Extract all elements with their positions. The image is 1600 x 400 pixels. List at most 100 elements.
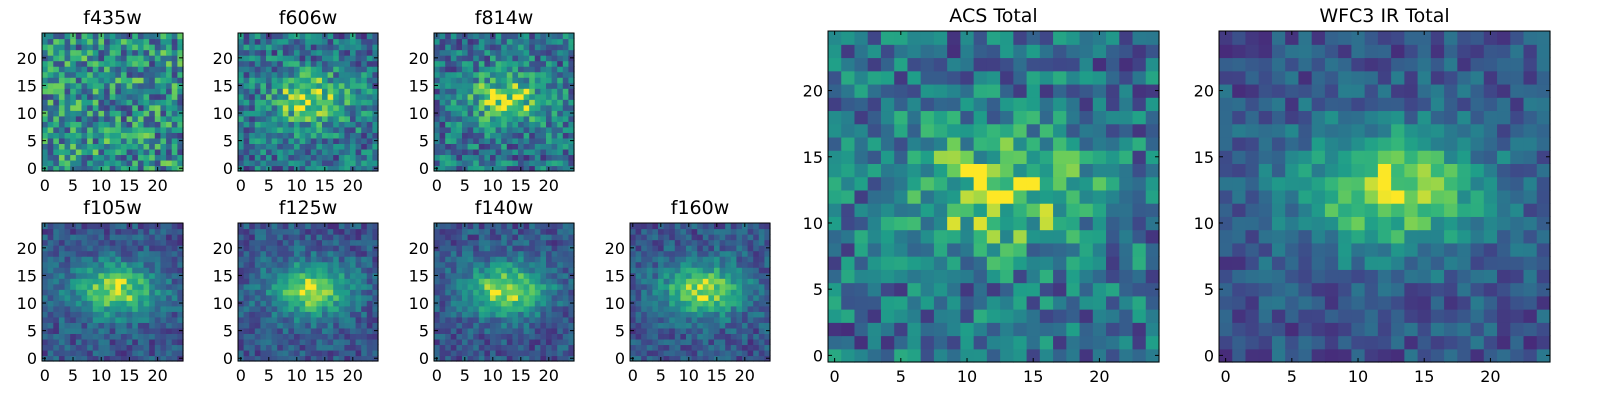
image-cell — [109, 311, 116, 318]
image-cell — [70, 311, 77, 318]
image-cell — [143, 82, 150, 89]
image-cell — [658, 272, 665, 279]
image-cell — [854, 216, 869, 231]
image-cell — [305, 338, 312, 346]
image-cell — [506, 66, 513, 73]
image-cell — [288, 245, 295, 252]
image-cell — [299, 88, 306, 95]
image-cell — [58, 143, 66, 150]
image-cell — [75, 71, 83, 78]
image-cell — [92, 267, 99, 274]
image-cell — [266, 344, 273, 351]
image-cell — [674, 322, 681, 329]
image-cell — [445, 66, 452, 73]
image-cell — [439, 93, 446, 100]
image-cell — [708, 355, 715, 362]
image-cell — [880, 150, 895, 164]
image-cell — [372, 305, 379, 312]
image-cell — [1000, 348, 1014, 363]
image-cell — [53, 66, 60, 73]
image-cell — [641, 228, 648, 235]
image-cell — [92, 71, 99, 78]
image-cell — [445, 77, 452, 84]
y-tick-label: 20 — [17, 239, 37, 258]
image-cell — [947, 189, 961, 204]
image-cell — [680, 228, 687, 235]
image-cell — [894, 335, 909, 350]
image-cell — [166, 38, 173, 45]
image-cell — [143, 250, 150, 257]
image-cell — [327, 110, 334, 117]
image-cell — [243, 66, 250, 73]
image-cell — [747, 294, 754, 301]
image-cell — [177, 126, 184, 133]
image-cell — [557, 159, 564, 167]
image-cell — [87, 71, 94, 78]
image-cell — [372, 278, 379, 285]
image-cell — [674, 300, 681, 307]
image-cell — [372, 338, 379, 346]
image-cell — [299, 60, 306, 67]
image-cell — [708, 256, 715, 263]
image-cell — [630, 250, 637, 257]
image-cell — [691, 239, 698, 246]
image-cell — [973, 322, 988, 337]
image-cell — [75, 165, 83, 172]
image-cell — [70, 137, 77, 144]
image-cell — [143, 49, 150, 56]
image-cell — [467, 137, 474, 144]
image-cell — [894, 229, 909, 244]
image-cell — [686, 289, 693, 296]
image-cell — [75, 239, 83, 246]
image-cell — [260, 322, 267, 329]
image-cell — [663, 267, 670, 274]
image-cell — [880, 309, 895, 323]
image-cell — [686, 305, 693, 312]
image-cell — [305, 267, 312, 274]
image-cell — [299, 283, 306, 290]
image-cell — [87, 132, 94, 139]
image-cell — [512, 137, 519, 144]
image-cell — [534, 272, 541, 279]
image-cell — [669, 250, 676, 257]
image-cell — [467, 245, 474, 252]
image-cell — [551, 355, 558, 362]
image-cell — [81, 283, 88, 290]
image-cell — [372, 93, 379, 100]
image-cell — [920, 216, 935, 231]
image-cell — [880, 216, 895, 231]
image-cell — [350, 267, 357, 274]
image-cell — [87, 88, 94, 95]
image-cell — [758, 239, 765, 246]
image-cell — [366, 272, 373, 279]
image-cell — [534, 278, 541, 285]
image-cell — [305, 327, 312, 334]
image-cell — [973, 295, 988, 310]
image-cell — [534, 344, 541, 351]
image-cell — [708, 223, 715, 230]
image-cell — [529, 239, 536, 246]
image-cell — [708, 316, 715, 323]
image-cell — [115, 82, 122, 89]
image-cell — [81, 234, 88, 241]
image-cell — [495, 349, 502, 357]
image-cell — [506, 82, 513, 89]
image-cell — [708, 349, 715, 357]
image-cell — [669, 234, 676, 241]
image-cell — [501, 355, 508, 362]
image-cell — [344, 223, 351, 230]
image-cell — [171, 49, 178, 56]
image-cell — [456, 250, 463, 257]
image-cell — [736, 333, 743, 340]
image-cell — [1000, 176, 1014, 191]
image-cell — [92, 55, 99, 62]
image-cell — [557, 126, 564, 133]
image-cell — [758, 234, 765, 241]
image-cell — [753, 256, 760, 263]
image-cell — [53, 60, 60, 67]
image-cell — [299, 256, 306, 263]
image-cell — [501, 143, 508, 150]
image-cell — [669, 278, 676, 285]
image-cell — [282, 33, 289, 40]
image-cell — [294, 267, 301, 274]
